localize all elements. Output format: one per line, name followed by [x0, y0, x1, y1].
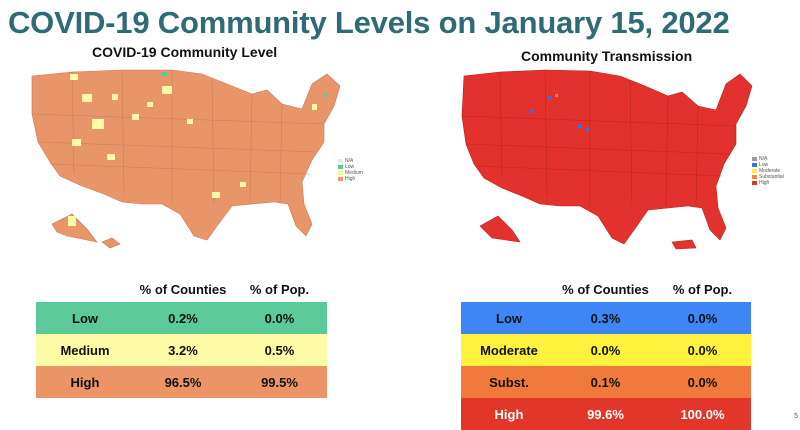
column-header: % of Counties [562, 281, 649, 297]
level-cell: Medium [60, 342, 110, 358]
column-header: % of Pop. [249, 281, 310, 297]
legend-label: Substantial [759, 174, 784, 180]
right-map-subtitle: Community Transmission [521, 48, 693, 64]
right-map-legend: N/A Low Moderate Substantial High [752, 156, 784, 186]
table-header-row: % of Counties % of Pop. [461, 276, 751, 302]
column-header: % of Pop. [672, 281, 733, 297]
legend-item: Medium [338, 170, 363, 176]
level-cell: High [494, 406, 524, 422]
level-cell: Low [496, 310, 522, 326]
left-map-legend: N/A Low Medium High [338, 158, 363, 182]
legend-item: Low [338, 164, 363, 170]
legend-label: Moderate [759, 168, 781, 174]
counties-cell: 0.1% [590, 374, 621, 390]
pop-cell: 0.0% [687, 342, 718, 358]
legend-swatch [338, 177, 343, 181]
legend-item: N/A [338, 158, 363, 164]
legend-label: High [345, 176, 356, 182]
page-number: 5 [794, 413, 798, 420]
legend-swatch [752, 175, 757, 179]
counties-cell: 99.6% [587, 406, 624, 422]
counties-cell: 96.5% [164, 374, 202, 390]
legend-label: Low [345, 164, 355, 170]
table-row: Medium 3.2% 0.5% [36, 334, 327, 366]
legend-item: Moderate [752, 168, 784, 174]
counties-cell: 3.2% [168, 342, 198, 358]
table-row: Low 0.2% 0.0% [36, 302, 327, 334]
legend-label: N/A [345, 158, 354, 164]
legend-item: Substantial [752, 174, 784, 180]
level-cell: High [70, 374, 100, 390]
counties-cell: 0.3% [590, 310, 621, 326]
level-cell: Low [72, 310, 98, 326]
table-header-row: % of Counties % of Pop. [36, 276, 327, 302]
legend-swatch [752, 181, 757, 185]
community-transmission-table: % of Counties % of Pop. Low 0.3% 0.0% Mo… [461, 276, 751, 430]
table-row: Subst. 0.1% 0.0% [461, 366, 751, 398]
legend-swatch [752, 157, 757, 161]
table-row: Low 0.3% 0.0% [461, 302, 751, 334]
legend-label: Low [759, 162, 769, 168]
legend-item: N/A [752, 156, 784, 162]
legend-swatch [752, 163, 757, 167]
community-level-map [31, 69, 341, 249]
column-header [461, 276, 557, 302]
community-level-table: % of Counties % of Pop. Low 0.2% 0.0% Me… [36, 276, 327, 398]
legend-swatch [338, 165, 343, 169]
level-cell: Moderate [480, 342, 538, 358]
community-transmission-map [461, 69, 753, 250]
table-row: High 96.5% 99.5% [36, 366, 327, 398]
table-row: High 99.6% 100.0% [461, 398, 751, 430]
level-cell: Subst. [489, 374, 529, 390]
legend-swatch [338, 159, 343, 163]
legend-label: High [759, 180, 770, 186]
pop-cell: 0.0% [687, 374, 718, 390]
pop-cell: 0.0% [264, 310, 295, 326]
table-row: Moderate 0.0% 0.0% [461, 334, 751, 366]
page-title: COVID-19 Community Levels on January 15,… [8, 5, 730, 40]
legend-label: Medium [345, 170, 363, 176]
legend-item: High [752, 180, 784, 186]
legend-label: N/A [759, 156, 768, 162]
column-header: % of Counties [139, 281, 227, 297]
legend-item: Low [752, 162, 784, 168]
pop-cell: 0.0% [687, 310, 718, 326]
legend-swatch [338, 171, 343, 175]
pop-cell: 100.0% [680, 406, 725, 422]
column-header [36, 276, 134, 302]
legend-item: High [338, 176, 363, 182]
pop-cell: 99.5% [261, 374, 298, 390]
counties-cell: 0.2% [168, 310, 198, 326]
legend-swatch [752, 169, 757, 173]
counties-cell: 0.0% [590, 342, 621, 358]
pop-cell: 0.5% [264, 342, 295, 358]
left-map-subtitle: COVID-19 Community Level [92, 44, 278, 60]
